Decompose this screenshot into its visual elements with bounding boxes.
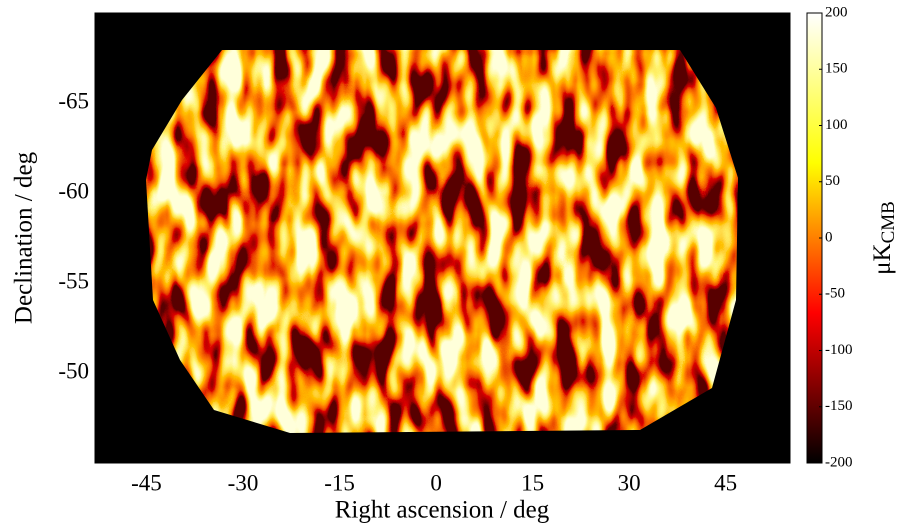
x-axis-title: Right ascension / deg [335, 497, 550, 524]
colorbar-tick-label: 200 [825, 4, 848, 20]
map-texture [146, 50, 738, 433]
x-tick-label: 45 [714, 470, 737, 495]
sky-map [146, 50, 738, 433]
x-tick-label: 30 [618, 470, 641, 495]
y-tick-label: -65 [58, 88, 89, 113]
y-tick-label: -50 [58, 358, 89, 383]
colorbar-unit: μK [869, 243, 896, 274]
x-tick-label: -45 [131, 470, 162, 495]
colorbar-tick-label: -100 [825, 342, 853, 358]
colorbar-tick-label: 0 [825, 229, 833, 245]
colorbar-tick-label: 50 [825, 173, 840, 189]
y-tick-label: -60 [58, 178, 89, 203]
y-tick-label: -55 [58, 268, 89, 293]
colorbar-title: μKCMB [869, 201, 900, 275]
colorbar-tick-label: -50 [825, 286, 845, 302]
x-tick-label: 15 [521, 470, 544, 495]
x-tick-label: 0 [430, 470, 442, 495]
plot-frame [94, 12, 791, 464]
colorbar-unit-sub: CMB [878, 201, 899, 243]
x-tick-label: -30 [228, 470, 259, 495]
colorbar-tick-label: 150 [825, 61, 848, 77]
colorbar-tick-label: 100 [825, 117, 848, 133]
x-tick-label: -15 [324, 470, 355, 495]
colorbar-tick-label: -200 [825, 454, 853, 470]
colorbar-tick-label: -150 [825, 398, 853, 414]
y-axis-title: Declination / deg [11, 151, 38, 324]
